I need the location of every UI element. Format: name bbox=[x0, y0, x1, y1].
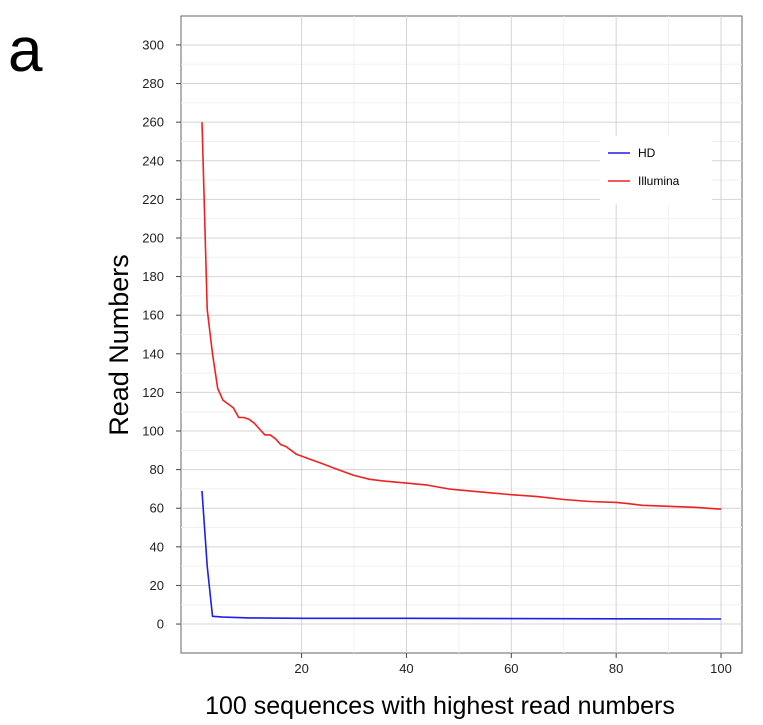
y-tick-label: 140 bbox=[142, 346, 164, 361]
y-tick-label: 260 bbox=[142, 115, 164, 130]
y-tick-label: 120 bbox=[142, 385, 164, 400]
x-axis-title: 100 sequences with highest read numbers bbox=[205, 692, 675, 720]
y-tick-label: 20 bbox=[150, 578, 164, 593]
legend-label-hd: HD bbox=[638, 146, 656, 160]
y-tick-label: 0 bbox=[157, 617, 164, 632]
y-axis-title: Read Numbers bbox=[104, 254, 134, 436]
y-tick-label: 80 bbox=[150, 462, 164, 477]
y-tick-label: 40 bbox=[150, 539, 164, 554]
y-tick-label: 280 bbox=[142, 76, 164, 91]
x-tick-label: 20 bbox=[294, 661, 308, 676]
y-tick-label: 220 bbox=[142, 192, 164, 207]
y-tick-label: 240 bbox=[142, 153, 164, 168]
series-layer bbox=[201, 122, 722, 620]
panel-label: a bbox=[8, 16, 43, 85]
y-tick-label: 180 bbox=[142, 269, 164, 284]
x-tick-label: 40 bbox=[399, 661, 413, 676]
x-tick-label: 60 bbox=[504, 661, 518, 676]
series-line-hd bbox=[201, 490, 722, 620]
x-tick-label: 100 bbox=[710, 661, 732, 676]
series-line-illumina bbox=[201, 122, 722, 510]
y-tick-label: 100 bbox=[142, 424, 164, 439]
y-tick-label: 60 bbox=[150, 501, 164, 516]
legend-box bbox=[600, 136, 712, 204]
axis-layer: 0 20 40 60 80 100 120 140 160 180 200 220 240 260 280 3… bbox=[142, 37, 732, 676]
legend: HD Illumina bbox=[600, 136, 712, 204]
y-tick-label: 200 bbox=[142, 230, 164, 245]
y-tick-label: 300 bbox=[142, 37, 164, 52]
x-tick-label: 80 bbox=[609, 661, 623, 676]
legend-label-illumina: Illumina bbox=[638, 174, 680, 188]
y-tick-label: 160 bbox=[142, 308, 164, 323]
grid-layer bbox=[181, 16, 742, 653]
